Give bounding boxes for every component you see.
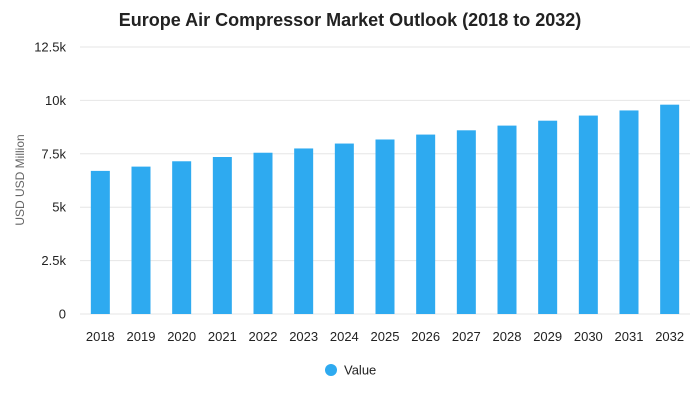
bar-2026[interactable] [416,134,436,314]
bar-2029[interactable] [538,120,558,314]
x-tick-label: 2029 [533,329,562,344]
legend-label-value: Value [344,363,376,378]
bars [90,104,680,314]
x-tick-label: 2027 [452,329,481,344]
x-tick-label: 2018 [86,329,115,344]
bar-2021[interactable] [212,157,232,314]
bar-2032[interactable] [660,104,680,314]
x-tick-label: 2030 [574,329,603,344]
bar-2027[interactable] [456,130,476,314]
bar-2030[interactable] [578,115,598,314]
bar-2018[interactable] [90,170,110,314]
bar-2023[interactable] [294,148,314,314]
y-tick-label: 5k [52,200,66,215]
x-tick-label: 2024 [330,329,359,344]
x-tick-label: 2023 [289,329,318,344]
y-tick-label: 2.5k [41,253,66,268]
y-axis-title: USD USD Million [13,134,27,225]
x-tick-label: 2031 [615,329,644,344]
x-tick-label: 2025 [371,329,400,344]
bar-2031[interactable] [619,110,639,314]
legend[interactable]: Value [325,363,376,378]
bar-2024[interactable] [334,143,354,314]
y-tick-label: 0 [59,307,66,322]
y-tick-label: 10k [45,93,66,108]
x-tick-label: 2032 [655,329,684,344]
x-tick-label: 2019 [127,329,156,344]
bar-2019[interactable] [131,166,151,314]
y-tick-label: 7.5k [41,146,66,161]
x-tick-label: 2020 [167,329,196,344]
y-tick-label: 12.5k [34,40,66,55]
x-tick-label: 2026 [411,329,440,344]
bar-2022[interactable] [253,152,273,314]
bar-2028[interactable] [497,125,517,314]
y-axis-ticks: 0 2.5k 5k 7.5k 10k 12.5k [34,40,66,322]
chart-title: Europe Air Compressor Market Outlook (20… [119,10,581,30]
x-tick-label: 2028 [493,329,522,344]
bar-2025[interactable] [375,139,395,314]
legend-swatch-value [325,364,337,376]
bar-2020[interactable] [172,161,192,314]
x-axis-ticks: 2018 2019 2020 2021 2022 2023 2024 2025 2026 2027… [86,329,684,344]
x-tick-label: 2022 [249,329,278,344]
x-tick-label: 2021 [208,329,237,344]
